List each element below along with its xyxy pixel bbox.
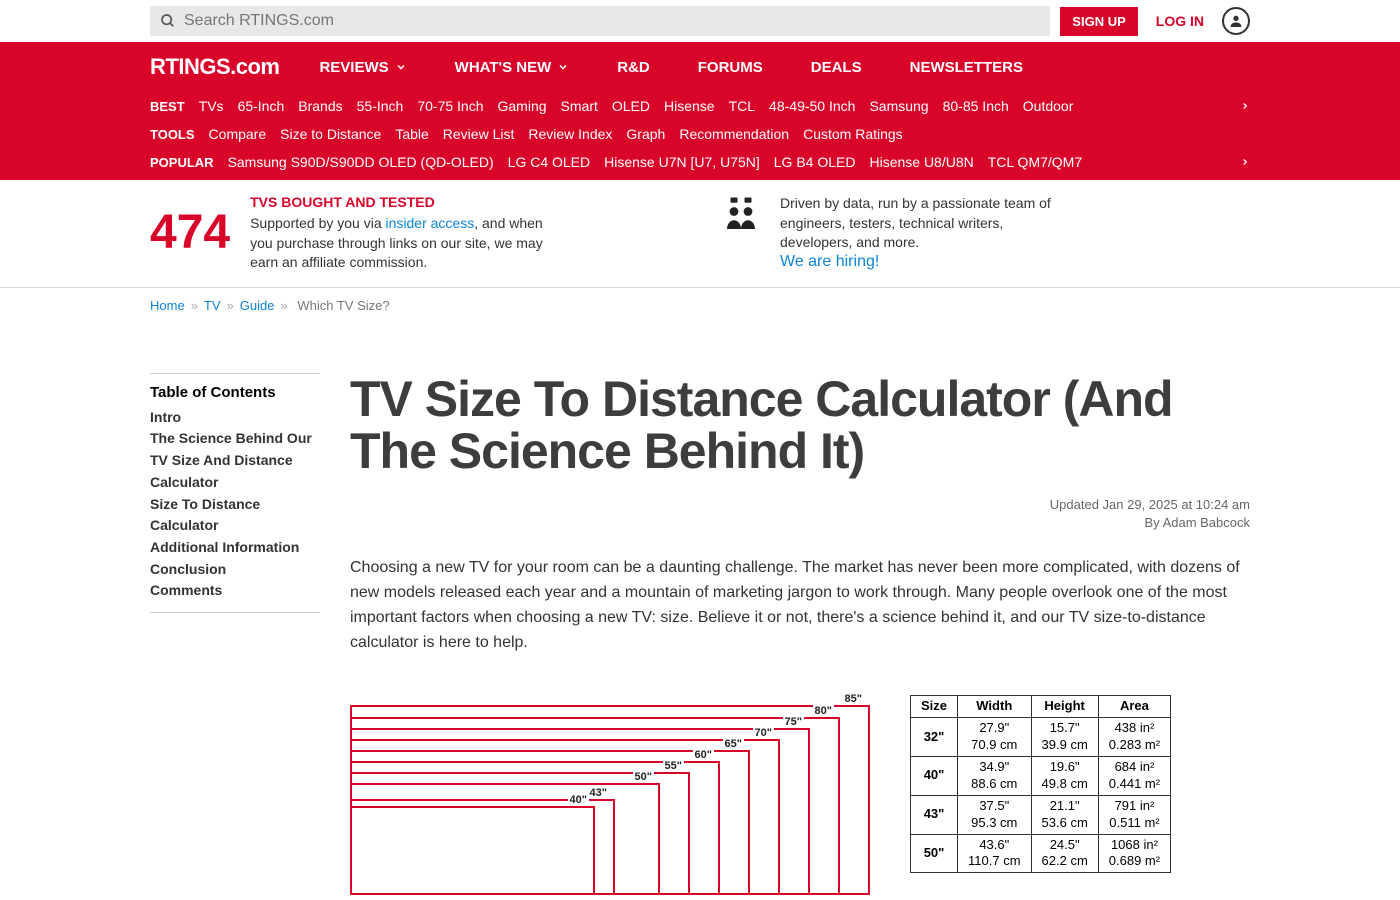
search-input[interactable]: [184, 12, 1040, 30]
subnav-item[interactable]: Graph: [626, 126, 665, 142]
nav-what-s-new[interactable]: WHAT'S NEW: [455, 59, 570, 76]
subnav-item[interactable]: Hisense U7N [U7, U75N]: [604, 154, 760, 170]
table-row: 43"37.5"95.3 cm21.1"53.6 cm791 in²0.511 …: [911, 795, 1171, 834]
toc-link[interactable]: Intro: [150, 407, 320, 429]
nav-r-d[interactable]: R&D: [617, 59, 650, 76]
subnav-item[interactable]: Review List: [443, 126, 515, 142]
subnav-item[interactable]: Hisense: [664, 98, 715, 114]
table-of-contents: Table of Contents IntroThe Science Behin…: [150, 373, 320, 613]
subnav-item[interactable]: TCL: [729, 98, 755, 114]
toc-link[interactable]: Size To Distance Calculator: [150, 494, 320, 537]
table-row: 32"27.9"70.9 cm15.7"39.9 cm438 in²0.283 …: [911, 718, 1171, 757]
subnav-item[interactable]: Review Index: [528, 126, 612, 142]
subnav-item[interactable]: 55-Inch: [357, 98, 404, 114]
tv-size-label: 70": [753, 727, 774, 739]
subnav-lead-popular: POPULAR: [150, 155, 214, 170]
toc-link[interactable]: Conclusion: [150, 559, 320, 581]
info-team-text: Driven by data, run by a passionate team…: [780, 194, 1060, 253]
insider-access-link[interactable]: insider access: [386, 215, 475, 231]
hiring-link[interactable]: We are hiring!: [780, 253, 879, 270]
search-icon: [160, 13, 176, 29]
login-link[interactable]: LOG IN: [1156, 13, 1204, 29]
subnav-item[interactable]: 80-85 Inch: [943, 98, 1009, 114]
tv-size-label: 60": [693, 749, 714, 761]
subnav-item[interactable]: Size to Distance: [280, 126, 381, 142]
intro-paragraph: Choosing a new TV for your room can be a…: [350, 556, 1250, 655]
table-header: Area: [1098, 696, 1170, 718]
subnav-item[interactable]: LG B4 OLED: [774, 154, 856, 170]
tv-size-label: 50": [633, 771, 654, 783]
nav-newsletters[interactable]: NEWSLETTERS: [910, 59, 1023, 76]
subnav-item[interactable]: Outdoor: [1023, 98, 1074, 114]
subnav-lead-best: BEST: [150, 99, 185, 114]
nav-deals[interactable]: DEALS: [811, 59, 862, 76]
table-header: Height: [1031, 696, 1098, 718]
breadcrumb: Home»TV»Guide» Which TV Size?: [150, 288, 1250, 323]
table-header: Size: [911, 696, 958, 718]
subnav-item[interactable]: Samsung S90D/S90DD OLED (QD-OLED): [228, 154, 494, 170]
subnav-item[interactable]: TVs: [199, 98, 224, 114]
toc-title: Table of Contents: [150, 384, 320, 401]
subnav-item[interactable]: Gaming: [498, 98, 547, 114]
subnav-item[interactable]: 48-49-50 Inch: [769, 98, 855, 114]
breadcrumb-link[interactable]: Home: [150, 298, 185, 313]
person-icon: [1228, 13, 1244, 29]
account-avatar[interactable]: [1222, 7, 1250, 35]
team-icon: [720, 194, 762, 236]
tv-size-label: 55": [663, 760, 684, 772]
subnav-item[interactable]: Custom Ratings: [803, 126, 903, 142]
subnav-item[interactable]: Smart: [561, 98, 598, 114]
toc-link[interactable]: Comments: [150, 580, 320, 602]
tv-size-diagram: 85"80"75"70"65"60"55"50"43"40": [350, 695, 890, 895]
table-row: 50"43.6"110.7 cm24.5"62.2 cm1068 in²0.68…: [911, 834, 1171, 873]
toc-link[interactable]: Additional Information: [150, 537, 320, 559]
breadcrumb-link[interactable]: TV: [204, 298, 221, 313]
info-supported-text: Supported by you via insider access, and…: [250, 214, 550, 273]
subnav-item[interactable]: Samsung: [869, 98, 928, 114]
tv-size-label: 43": [588, 787, 609, 799]
subnav-item[interactable]: Table: [395, 126, 428, 142]
tv-size-label: 40": [568, 794, 589, 806]
chevron-right-icon[interactable]: [1240, 98, 1250, 114]
chevron-right-icon[interactable]: [1240, 154, 1250, 170]
tv-size-label: 85": [843, 693, 864, 705]
subnav-item[interactable]: Brands: [298, 98, 342, 114]
tvs-count: 474: [150, 209, 230, 257]
brand-logo[interactable]: RTINGS.com: [150, 54, 279, 80]
search-bar[interactable]: [150, 6, 1050, 36]
tv-size-label: 75": [783, 716, 804, 728]
nav-reviews[interactable]: REVIEWS: [319, 59, 406, 76]
tv-size-label: 65": [723, 738, 744, 750]
updated-date: Updated Jan 29, 2025 at 10:24 am: [350, 496, 1250, 514]
subnav-lead-tools: TOOLS: [150, 127, 195, 142]
subnav-item[interactable]: LG C4 OLED: [508, 154, 590, 170]
nav-forums[interactable]: FORUMS: [698, 59, 763, 76]
subnav-item[interactable]: 65-Inch: [238, 98, 285, 114]
tv-size-label: 80": [813, 705, 834, 717]
page-title: TV Size To Distance Calculator (And The …: [350, 373, 1250, 478]
table-row: 40"34.9"88.6 cm19.6"49.8 cm684 in²0.441 …: [911, 757, 1171, 796]
subnav-item[interactable]: Recommendation: [679, 126, 789, 142]
breadcrumb-current: Which TV Size?: [297, 298, 389, 313]
toc-link[interactable]: The Science Behind Our TV Size And Dista…: [150, 428, 320, 493]
signup-button[interactable]: SIGN UP: [1060, 7, 1137, 36]
info-heading: TVS BOUGHT AND TESTED: [250, 194, 550, 210]
breadcrumb-link[interactable]: Guide: [240, 298, 275, 313]
dimensions-table: SizeWidthHeightArea 32"27.9"70.9 cm15.7"…: [910, 695, 1171, 873]
table-header: Width: [958, 696, 1032, 718]
subnav-item[interactable]: TCL QM7/QM7: [988, 154, 1082, 170]
subnav-item[interactable]: 70-75 Inch: [417, 98, 483, 114]
byline: By Adam Babcock: [350, 514, 1250, 532]
subnav-item[interactable]: OLED: [612, 98, 650, 114]
subnav-item[interactable]: Hisense U8/U8N: [869, 154, 973, 170]
tv-rect: 40": [350, 806, 595, 895]
subnav-item[interactable]: Compare: [209, 126, 267, 142]
